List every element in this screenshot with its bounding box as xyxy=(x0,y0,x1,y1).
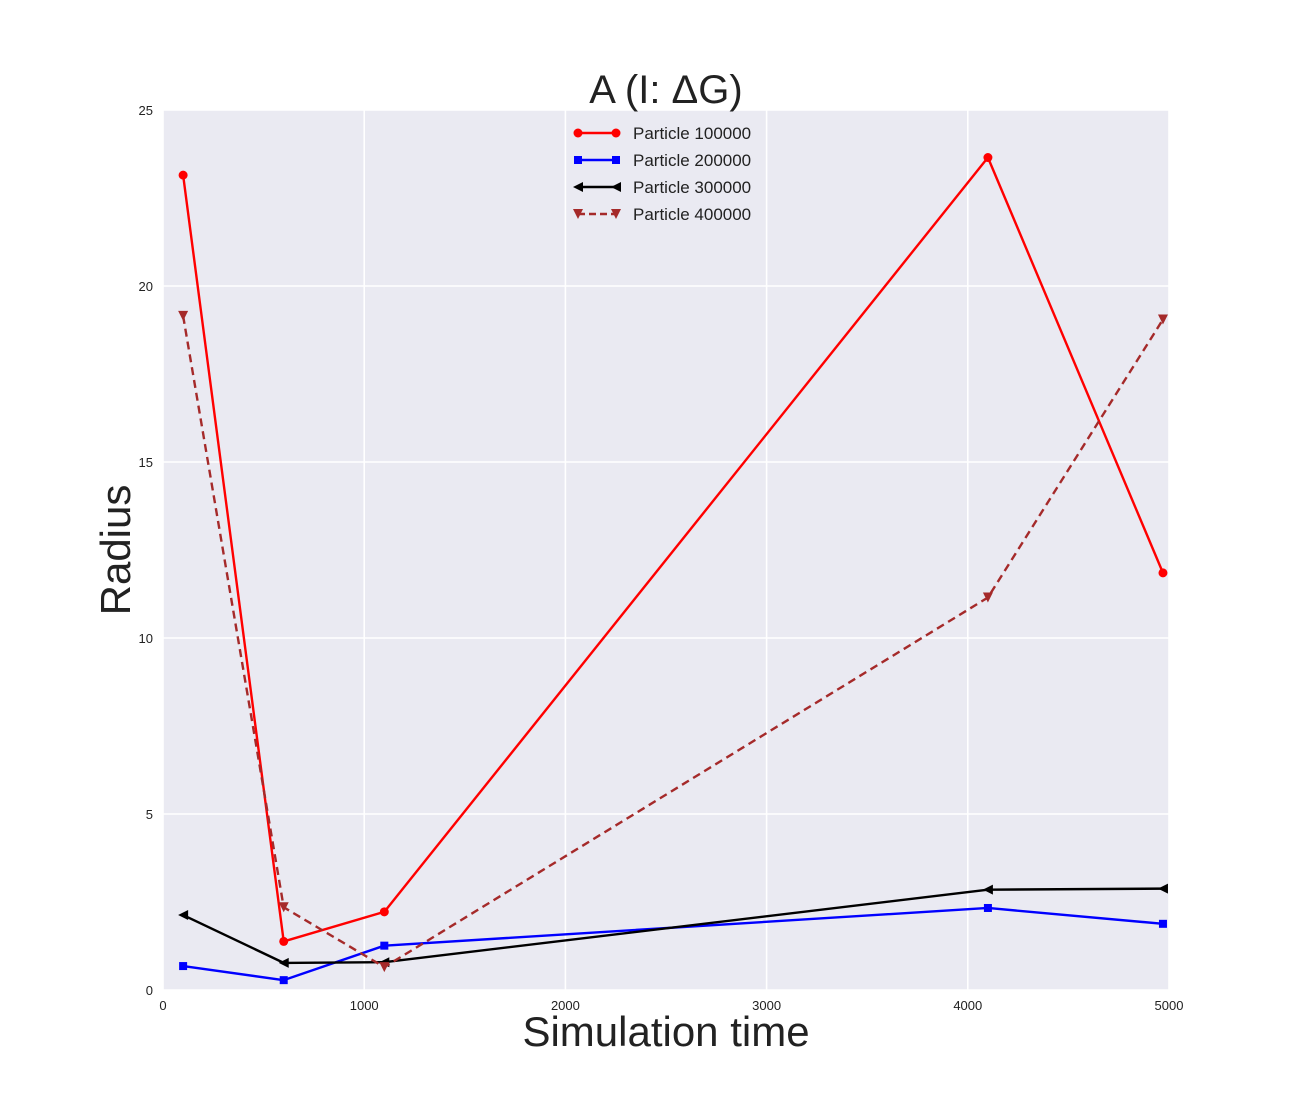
series-1-point xyxy=(983,153,993,163)
legend-marker xyxy=(573,209,583,219)
series-1-point xyxy=(279,936,289,946)
x-tick-label: 0 xyxy=(159,998,166,1013)
y-tick-label: 10 xyxy=(139,631,153,646)
series-3-point xyxy=(278,957,289,968)
y-tick-label: 15 xyxy=(139,455,153,470)
legend-label-2: Particle 200000 xyxy=(633,151,751,170)
series-2-point xyxy=(380,941,389,950)
series-1-point xyxy=(178,170,188,180)
series-4-point xyxy=(278,902,289,913)
series-3-point xyxy=(982,884,993,895)
y-tick-label: 20 xyxy=(139,279,153,294)
legend-label-3: Particle 300000 xyxy=(633,178,751,197)
chart-title: A (I: ΔG) xyxy=(589,68,742,112)
series-2-point xyxy=(279,976,288,985)
y-axis-title: Radius xyxy=(92,485,139,616)
x-tick-label: 4000 xyxy=(953,998,982,1013)
series-1-point xyxy=(1158,568,1168,578)
series-2-point xyxy=(983,903,992,912)
legend-marker xyxy=(612,156,620,164)
x-axis-title: Simulation time xyxy=(522,1008,809,1055)
series-4-point xyxy=(178,310,189,321)
legend-label-1: Particle 100000 xyxy=(633,124,751,143)
legend-marker xyxy=(611,182,621,192)
legend-marker xyxy=(611,128,621,138)
x-tick-label: 1000 xyxy=(350,998,379,1013)
series-3-point xyxy=(1157,883,1168,894)
legend-marker xyxy=(573,182,583,192)
series-3-point xyxy=(178,910,189,921)
series-2-point xyxy=(1158,919,1167,928)
series-2-point xyxy=(179,962,188,971)
x-tick-label: 2000 xyxy=(551,998,580,1013)
plot-area xyxy=(163,110,1169,990)
y-tick-label: 5 xyxy=(146,807,153,822)
series-4-point xyxy=(982,592,993,603)
legend-label-4: Particle 400000 xyxy=(633,205,751,224)
x-tick-label: 3000 xyxy=(752,998,781,1013)
legend-marker xyxy=(573,128,583,138)
series-4-point xyxy=(379,962,390,973)
y-tick-label: 0 xyxy=(146,983,153,998)
legend-marker xyxy=(611,209,621,219)
series-1-point xyxy=(379,907,389,917)
x-tick-label: 5000 xyxy=(1155,998,1184,1013)
series-4-point xyxy=(1157,314,1168,325)
legend-marker xyxy=(574,156,582,164)
y-tick-label: 25 xyxy=(139,103,153,118)
